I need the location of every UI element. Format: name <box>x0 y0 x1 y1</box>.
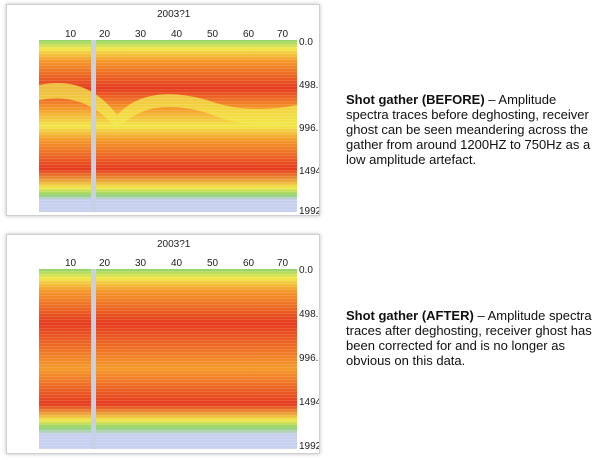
x-tick: 40 <box>171 29 183 40</box>
y-tick: 0.0 <box>299 265 313 276</box>
y-tick: 1494.1 <box>299 166 319 177</box>
caption-after: Shot gather (AFTER) – Amplitude spectra … <box>346 308 596 368</box>
x-tick: 20 <box>99 29 111 40</box>
y-tick: 1494.1 <box>299 397 319 408</box>
x-tick: 60 <box>243 29 255 40</box>
x-tick: 10 <box>65 29 77 40</box>
y-tick: 498.0 <box>299 309 319 320</box>
y-tick: 1992.2 <box>299 206 319 215</box>
header-fragment: 2003?1 <box>157 9 191 20</box>
caption-body: – Amplitude spectra traces before deghos… <box>346 92 591 167</box>
caption-title: Shot gather (AFTER) <box>346 308 474 323</box>
x-tick: 30 <box>135 258 147 269</box>
x-tick: 10 <box>65 258 77 269</box>
x-tick: 30 <box>135 29 147 40</box>
y-tick: 996.1 <box>299 353 319 364</box>
x-tick: 40 <box>171 258 183 269</box>
trace-striping <box>39 40 297 212</box>
shot-gather-after-panel: 2003?1 10 20 30 40 50 60 70 0.0 498.0 99… <box>6 234 320 454</box>
y-tick: 1992.2 <box>299 441 319 452</box>
header-fragment: 2003?1 <box>157 239 191 250</box>
dead-trace <box>91 40 96 212</box>
y-tick: 996.1 <box>299 123 319 134</box>
x-tick: 60 <box>243 258 255 269</box>
shot-gather-before-plot: 2003?1 10 20 30 40 50 60 70 0.0 498.0 99… <box>39 9 319 215</box>
caption-before: Shot gather (BEFORE) – Amplitude spectra… <box>346 92 596 167</box>
y-tick: 498.0 <box>299 80 319 91</box>
caption-title: Shot gather (BEFORE) <box>346 92 485 107</box>
shot-gather-after-plot: 2003?1 10 20 30 40 50 60 70 0.0 498.0 99… <box>39 239 319 452</box>
x-tick: 50 <box>207 258 219 269</box>
y-tick: 0.0 <box>299 37 313 48</box>
dead-trace <box>91 269 96 449</box>
x-tick: 70 <box>277 258 289 269</box>
x-tick: 50 <box>207 29 219 40</box>
caption-body: – Amplitude spectra traces after deghost… <box>346 308 592 368</box>
shot-gather-before-panel: 2003?1 10 20 30 40 50 60 70 0.0 498.0 99… <box>6 4 320 216</box>
x-tick: 70 <box>277 29 289 40</box>
x-tick: 20 <box>99 258 111 269</box>
trace-striping <box>39 269 297 449</box>
